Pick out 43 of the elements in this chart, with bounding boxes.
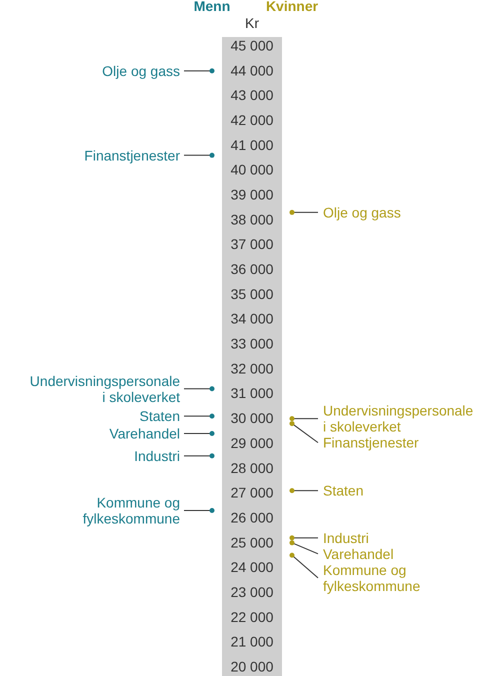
text: Finanstjenester: [84, 147, 180, 164]
text: Finanstjenester: [323, 434, 419, 451]
y-tick-label: 26 000: [230, 509, 274, 526]
text: Olje og gass: [323, 204, 401, 220]
x-tick-label: Menn: [194, 0, 230, 14]
y-tick-label: 24 000: [230, 559, 274, 576]
y-tick-label: 37 000: [230, 236, 274, 252]
y-tick-label: 35 000: [230, 286, 274, 302]
text: Varehandel: [323, 546, 394, 562]
text: Undervisningspersonale i skoleverket: [323, 402, 474, 435]
y-tick-label: 43 000: [230, 87, 274, 104]
text: Olje og gass: [102, 62, 180, 79]
text: Kommune og fylkeskommune: [323, 562, 420, 594]
y-tick-label: 23 000: [230, 584, 274, 600]
y-tick-label: 22 000: [230, 608, 274, 625]
y-tick-label: 41 000: [230, 136, 274, 153]
text: Industri: [134, 448, 180, 464]
y-tick-label: 33 000: [230, 336, 274, 352]
text: Undervisningspersonale i skoleverket: [30, 372, 180, 405]
text: Staten: [140, 408, 180, 424]
y-tick-label: 29 000: [230, 434, 274, 451]
y-tick-label: 31 000: [230, 385, 274, 402]
y-tick-label: 27 000: [230, 484, 274, 501]
y-axis-title: Kr: [245, 15, 260, 31]
y-tick-label: 36 000: [230, 261, 274, 278]
y-tick-label: 32 000: [230, 360, 274, 376]
y-tick-label: 34 000: [230, 310, 274, 327]
text: Varehandel: [109, 426, 180, 442]
x-tick-label: Kvinner: [266, 0, 319, 14]
y-tick-label: 42 000: [230, 112, 274, 128]
y-tick-label: 20 000: [230, 658, 274, 674]
y-tick-label: 45 000: [230, 37, 274, 54]
y-tick-label: 21 000: [230, 634, 274, 650]
y-tick-label: 28 000: [230, 460, 274, 476]
y-tick-label: 30 000: [230, 410, 274, 426]
y-tick-label: 38 000: [230, 211, 274, 228]
y-tick-label: 40 000: [230, 162, 274, 178]
text: Staten: [323, 482, 364, 499]
y-tick-label: 25 000: [230, 534, 274, 550]
y-tick-label: 44 000: [230, 62, 274, 78]
text: Kommune og fylkeskommune: [82, 494, 180, 527]
y-tick-label: 39 000: [230, 186, 274, 203]
text: Industri: [323, 530, 369, 546]
